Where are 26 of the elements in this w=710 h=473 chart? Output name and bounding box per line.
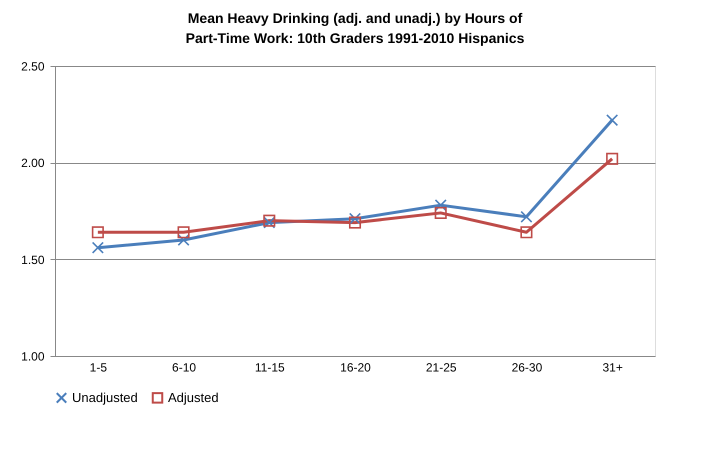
point (178, 234, 190, 246)
point (434, 199, 447, 212)
point (92, 226, 104, 238)
point (606, 114, 618, 126)
y-tick-label: 1.00 (21, 350, 45, 364)
y-tick-label: 2.00 (21, 156, 45, 170)
point (348, 212, 362, 225)
point (520, 210, 532, 223)
x-tick-label: 6-10 (172, 360, 196, 374)
y-tick-label: 2.50 (21, 60, 45, 74)
x-tick-label: 26-30 (512, 360, 543, 374)
point (92, 242, 104, 254)
point (178, 226, 190, 238)
legend-label: Unadjusted (72, 390, 138, 405)
chart-title: Mean Heavy Drinking (adj. and unadj.) by Hours of Part-Time Work: 10th Graders 1991-2010 Hispanics (186, 10, 525, 46)
legend-label: Adjusted (168, 390, 219, 405)
x-tick-label: 31+ (602, 360, 623, 374)
x-tick-label: 11-15 (254, 360, 286, 374)
x-tick-label: 16-20 (340, 360, 372, 374)
point (606, 152, 618, 165)
x-tick-label: 1-5 (90, 360, 108, 374)
point (348, 216, 362, 229)
x-tick-label: 21-25 (426, 360, 457, 374)
y-tick-label: 1.50 (21, 252, 45, 267)
point (434, 206, 447, 219)
point (520, 226, 532, 238)
